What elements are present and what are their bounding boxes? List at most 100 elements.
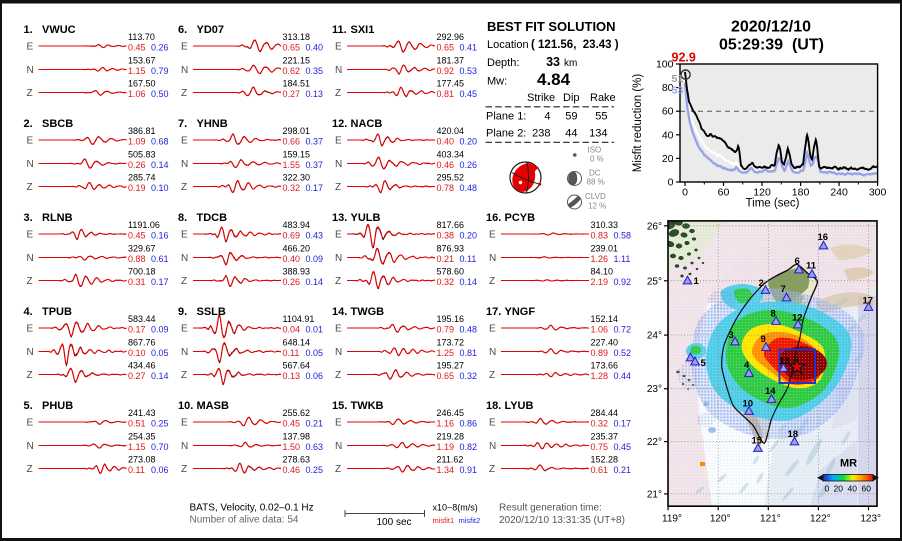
svg-text:0.62: 0.62 <box>283 66 301 76</box>
svg-text:505.83: 505.83 <box>128 150 156 160</box>
svg-text:E: E <box>489 324 496 335</box>
svg-text:298.01: 298.01 <box>283 126 311 136</box>
svg-text:SSLB: SSLB <box>197 306 226 318</box>
svg-text:1.09: 1.09 <box>128 137 146 147</box>
svg-text:648.14: 648.14 <box>283 338 311 348</box>
svg-text:295.52: 295.52 <box>437 173 465 183</box>
svg-text:24°: 24° <box>647 331 662 342</box>
svg-text:0.78: 0.78 <box>437 183 455 193</box>
svg-text:22°: 22° <box>647 437 662 448</box>
svg-text:120: 120 <box>753 187 771 199</box>
svg-text:123°: 123° <box>860 514 881 525</box>
svg-text:ISO: ISO <box>588 146 602 155</box>
svg-text:km: km <box>564 58 577 69</box>
svg-text:1.15: 1.15 <box>128 66 146 76</box>
svg-text:DC: DC <box>589 169 601 178</box>
svg-text:0.10: 0.10 <box>128 348 146 358</box>
svg-text:403.34: 403.34 <box>437 150 465 160</box>
svg-text:E: E <box>181 230 188 241</box>
svg-text:388.93: 388.93 <box>283 267 311 277</box>
svg-text:0.17: 0.17 <box>306 183 324 193</box>
svg-text:1.15: 1.15 <box>128 442 146 452</box>
svg-text:113.70: 113.70 <box>128 32 155 42</box>
svg-text:1.06: 1.06 <box>128 89 146 99</box>
svg-text:4: 4 <box>744 360 750 371</box>
svg-text:E: E <box>181 42 188 53</box>
svg-text:1.26: 1.26 <box>591 254 609 264</box>
svg-text:0.44: 0.44 <box>614 371 632 381</box>
svg-text:Z: Z <box>27 182 33 193</box>
svg-text:Dip: Dip <box>563 92 580 104</box>
svg-text:N: N <box>335 441 342 452</box>
svg-text:1.55: 1.55 <box>283 160 301 170</box>
svg-text:0.05: 0.05 <box>151 348 169 358</box>
svg-text:84.10: 84.10 <box>591 267 614 277</box>
svg-text:0.14: 0.14 <box>306 277 324 287</box>
svg-text:227.40: 227.40 <box>591 338 619 348</box>
svg-text:13.: 13. <box>332 212 347 224</box>
svg-text:239.01: 239.01 <box>591 244 619 254</box>
svg-text:misfit2: misfit2 <box>459 516 481 525</box>
svg-text:33: 33 <box>546 55 560 69</box>
svg-text:153.67: 153.67 <box>128 56 156 66</box>
svg-text:E: E <box>27 136 34 147</box>
svg-text:6: 6 <box>795 256 800 267</box>
svg-text:0.40: 0.40 <box>283 254 301 264</box>
svg-text:121°: 121° <box>760 514 781 525</box>
svg-text:173.72: 173.72 <box>437 338 465 348</box>
svg-text:1.19: 1.19 <box>437 442 455 452</box>
svg-text:134: 134 <box>589 128 607 140</box>
svg-text:0.88: 0.88 <box>128 254 146 264</box>
svg-text:0.35: 0.35 <box>306 66 324 76</box>
svg-text:876.93: 876.93 <box>437 244 465 254</box>
svg-text:0.21: 0.21 <box>614 465 632 475</box>
svg-text:59: 59 <box>565 110 577 122</box>
svg-text:0.43: 0.43 <box>306 231 324 241</box>
svg-text:278.63: 278.63 <box>283 455 311 465</box>
svg-text:Z: Z <box>27 464 33 475</box>
svg-text:N: N <box>181 65 188 76</box>
svg-text:0.01: 0.01 <box>306 325 324 335</box>
svg-text:N: N <box>181 347 188 358</box>
svg-text:0.92: 0.92 <box>614 277 632 287</box>
svg-text:E: E <box>27 230 34 241</box>
svg-text:483.94: 483.94 <box>283 220 311 230</box>
svg-text:N: N <box>27 159 34 170</box>
svg-text:N: N <box>181 253 188 264</box>
svg-text:867.76: 867.76 <box>128 338 156 348</box>
svg-text:240: 240 <box>830 187 848 199</box>
svg-text:YHNB: YHNB <box>197 118 228 130</box>
svg-text:53: 53 <box>672 85 684 97</box>
svg-text:0.65: 0.65 <box>437 371 455 381</box>
svg-text:E: E <box>335 418 342 429</box>
svg-text:0.11: 0.11 <box>283 348 300 358</box>
svg-text:Z: Z <box>335 88 341 99</box>
svg-text:1.11: 1.11 <box>614 254 631 264</box>
svg-text:10: 10 <box>743 399 754 410</box>
svg-text:120°: 120° <box>710 514 731 525</box>
svg-text:0.82: 0.82 <box>460 442 478 452</box>
svg-text:0.52: 0.52 <box>614 348 632 358</box>
svg-text:300: 300 <box>869 187 887 199</box>
svg-text:1: 1 <box>694 276 700 287</box>
svg-text:YD07: YD07 <box>197 24 225 36</box>
svg-text:313.18: 313.18 <box>283 32 311 42</box>
svg-text:173.66: 173.66 <box>591 361 619 371</box>
svg-text:Result generation time:: Result generation time: <box>499 503 602 514</box>
svg-text:8.: 8. <box>178 212 187 224</box>
svg-text:Plane 2:: Plane 2: <box>486 128 526 140</box>
svg-text:0: 0 <box>682 187 688 199</box>
svg-text:12.: 12. <box>332 118 347 130</box>
svg-text:195.16: 195.16 <box>437 314 465 324</box>
svg-text:N: N <box>335 159 342 170</box>
svg-text:184.51: 184.51 <box>283 79 311 89</box>
svg-text:0.09: 0.09 <box>306 254 324 264</box>
svg-text:NACB: NACB <box>351 118 383 130</box>
svg-text:TPUB: TPUB <box>42 306 72 318</box>
svg-text:Z: Z <box>335 464 341 475</box>
svg-text:0.51: 0.51 <box>128 419 146 429</box>
svg-text:221.15: 221.15 <box>283 56 311 66</box>
svg-text:TWKB: TWKB <box>351 400 384 412</box>
svg-text:0.65: 0.65 <box>283 43 301 53</box>
svg-text:0.37: 0.37 <box>306 137 324 147</box>
